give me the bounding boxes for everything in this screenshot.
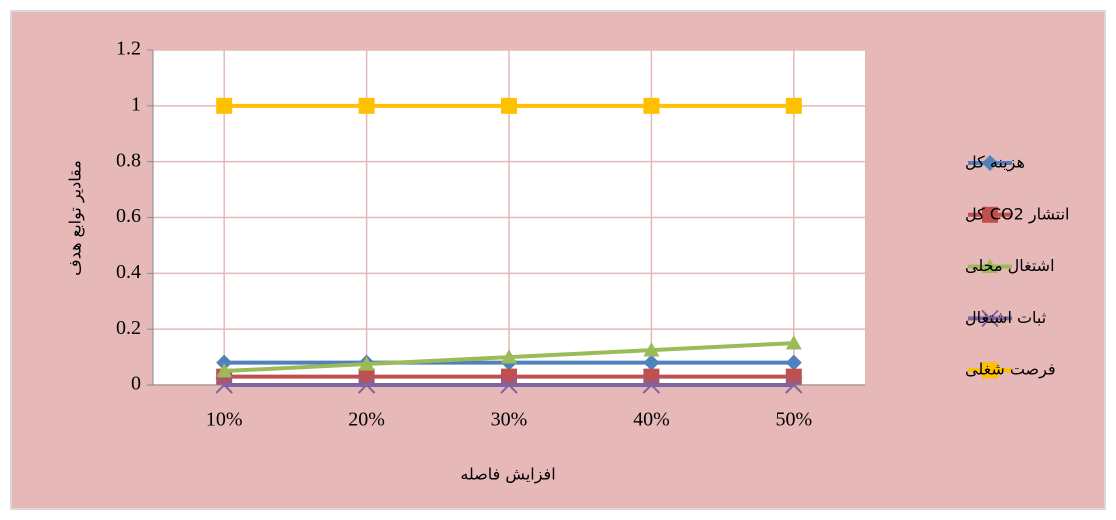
legend-label: ثبات اشتغال: [965, 308, 1046, 327]
x-tick-label: 50%: [775, 409, 812, 431]
data-point: [785, 335, 802, 350]
y-axis-title: مقادیر توابع هدف: [66, 160, 86, 276]
legend-marker: [982, 258, 998, 273]
x-tick-label: 40%: [633, 409, 670, 431]
data-point: [785, 354, 802, 371]
data-point: [501, 349, 517, 364]
data-point: [643, 368, 660, 385]
legend-label: انتشار CO2 کل: [965, 204, 1069, 224]
data-point: [785, 368, 802, 385]
data-point: [501, 97, 517, 114]
data-point: [642, 376, 661, 394]
y-tick-label: 0.4: [116, 261, 141, 283]
y-tick-label: 1.2: [116, 38, 141, 60]
legend-label: اشتغال محلی: [965, 256, 1055, 275]
data-point: [358, 97, 375, 114]
data-point: [643, 342, 660, 357]
legend-label: فرصت شغلی: [965, 360, 1056, 380]
data-point: [358, 368, 375, 385]
data-point: [358, 356, 375, 371]
x-tick-label: 20%: [348, 409, 385, 431]
y-tick-label: 0: [131, 373, 141, 395]
data-point: [501, 368, 517, 385]
data-point: [785, 97, 802, 114]
data-point: [216, 363, 233, 378]
legend-marker: [982, 206, 998, 223]
data-point: [216, 354, 233, 371]
data-point: [500, 376, 518, 394]
x-tick-label: 30%: [491, 409, 528, 431]
legend-marker: [982, 155, 998, 171]
data-point: [643, 354, 660, 371]
data-point: [357, 376, 376, 394]
data-point: [643, 97, 660, 114]
data-point: [215, 376, 233, 394]
legend-marker: [981, 309, 999, 328]
y-tick-label: 0.6: [116, 205, 141, 227]
y-tick-label: 0.8: [116, 149, 141, 171]
x-axis-title: افزایش فاصله: [460, 465, 555, 485]
y-tick-label: 1: [131, 93, 141, 115]
legend-label: هزینه کل: [965, 153, 1025, 173]
data-point: [216, 97, 233, 114]
legend-marker: [982, 362, 998, 379]
x-tick-label: 10%: [206, 409, 243, 431]
data-point: [785, 376, 803, 394]
y-tick-label: 0.2: [116, 317, 141, 339]
